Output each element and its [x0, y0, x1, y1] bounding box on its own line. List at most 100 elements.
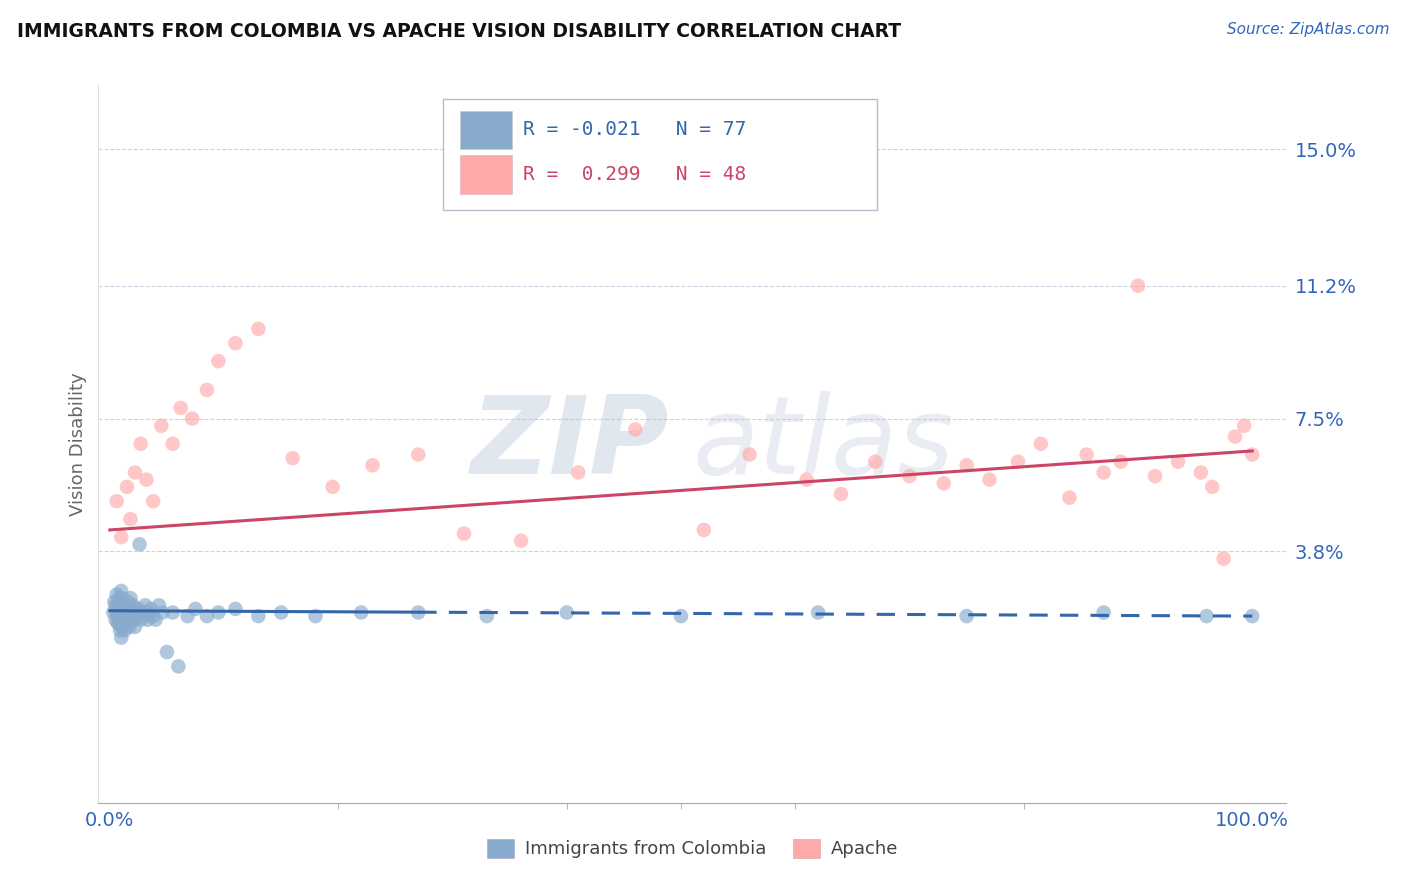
Point — [107, 616, 129, 631]
Point — [195, 609, 218, 624]
Point — [138, 606, 160, 620]
FancyBboxPatch shape — [443, 99, 876, 211]
Point — [195, 383, 218, 397]
Point — [110, 606, 132, 620]
Point — [207, 354, 229, 368]
Point — [1189, 466, 1212, 480]
Point — [167, 659, 190, 673]
Point — [1241, 448, 1264, 462]
Point — [142, 609, 165, 624]
Point — [555, 606, 578, 620]
Point — [1233, 418, 1256, 433]
Point — [115, 602, 138, 616]
Point — [408, 606, 430, 620]
Point — [110, 595, 132, 609]
Point — [669, 609, 692, 624]
Point — [304, 609, 326, 624]
Point — [150, 418, 173, 433]
Point — [134, 599, 156, 613]
Point — [350, 606, 373, 620]
Point — [115, 613, 138, 627]
Point — [124, 620, 146, 634]
Point — [105, 494, 128, 508]
Point — [122, 613, 145, 627]
Point — [125, 609, 148, 624]
Point — [1076, 448, 1098, 462]
Point — [105, 588, 128, 602]
Point — [112, 616, 135, 631]
Point — [104, 599, 127, 613]
Point — [129, 613, 152, 627]
Point — [1029, 436, 1052, 450]
Point — [111, 591, 134, 606]
Point — [121, 606, 143, 620]
Point — [118, 609, 141, 624]
Text: Source: ZipAtlas.com: Source: ZipAtlas.com — [1226, 22, 1389, 37]
Point — [121, 613, 143, 627]
Point — [693, 523, 716, 537]
Point — [1092, 606, 1115, 620]
Point — [115, 480, 138, 494]
Point — [1126, 278, 1149, 293]
Point — [1201, 480, 1223, 494]
Point — [1059, 491, 1081, 505]
Point — [270, 606, 292, 620]
Point — [124, 466, 146, 480]
Point — [115, 606, 138, 620]
Point — [129, 436, 152, 450]
Point — [115, 616, 138, 631]
Point — [127, 602, 149, 616]
Point — [118, 620, 141, 634]
Point — [112, 606, 135, 620]
Point — [322, 480, 344, 494]
Point — [108, 606, 131, 620]
Point — [110, 584, 132, 599]
Point — [120, 591, 142, 606]
Legend: Immigrants from Colombia, Apache: Immigrants from Colombia, Apache — [479, 831, 905, 865]
Point — [955, 609, 977, 624]
Point — [453, 526, 475, 541]
Point — [207, 606, 229, 620]
Point — [1212, 551, 1234, 566]
Point — [108, 613, 131, 627]
Point — [120, 602, 142, 616]
Point — [898, 469, 921, 483]
Point — [184, 602, 207, 616]
Point — [830, 487, 852, 501]
Point — [281, 451, 304, 466]
Point — [135, 473, 157, 487]
Point — [408, 448, 430, 462]
Point — [225, 336, 247, 351]
Point — [110, 530, 132, 544]
Y-axis label: Vision Disability: Vision Disability — [69, 372, 87, 516]
Point — [247, 609, 270, 624]
Point — [121, 599, 143, 613]
Point — [361, 458, 384, 473]
Point — [510, 533, 533, 548]
Point — [162, 436, 184, 450]
Point — [145, 613, 167, 627]
Point — [169, 401, 191, 415]
Point — [124, 602, 146, 616]
Point — [120, 512, 142, 526]
Text: ZIP: ZIP — [471, 391, 669, 497]
Point — [131, 606, 153, 620]
Point — [105, 606, 128, 620]
FancyBboxPatch shape — [460, 111, 512, 149]
Point — [176, 609, 198, 624]
Point — [1144, 469, 1167, 483]
Point — [979, 473, 1001, 487]
Point — [181, 411, 204, 425]
Point — [114, 624, 136, 638]
Point — [142, 494, 165, 508]
Point — [807, 606, 830, 620]
Point — [148, 599, 170, 613]
Point — [796, 473, 818, 487]
Point — [108, 602, 131, 616]
Point — [475, 609, 498, 624]
Point — [152, 606, 174, 620]
Text: R =  0.299   N = 48: R = 0.299 N = 48 — [523, 165, 745, 184]
Point — [103, 595, 125, 609]
Point — [110, 620, 132, 634]
Text: atlas: atlas — [692, 392, 955, 496]
